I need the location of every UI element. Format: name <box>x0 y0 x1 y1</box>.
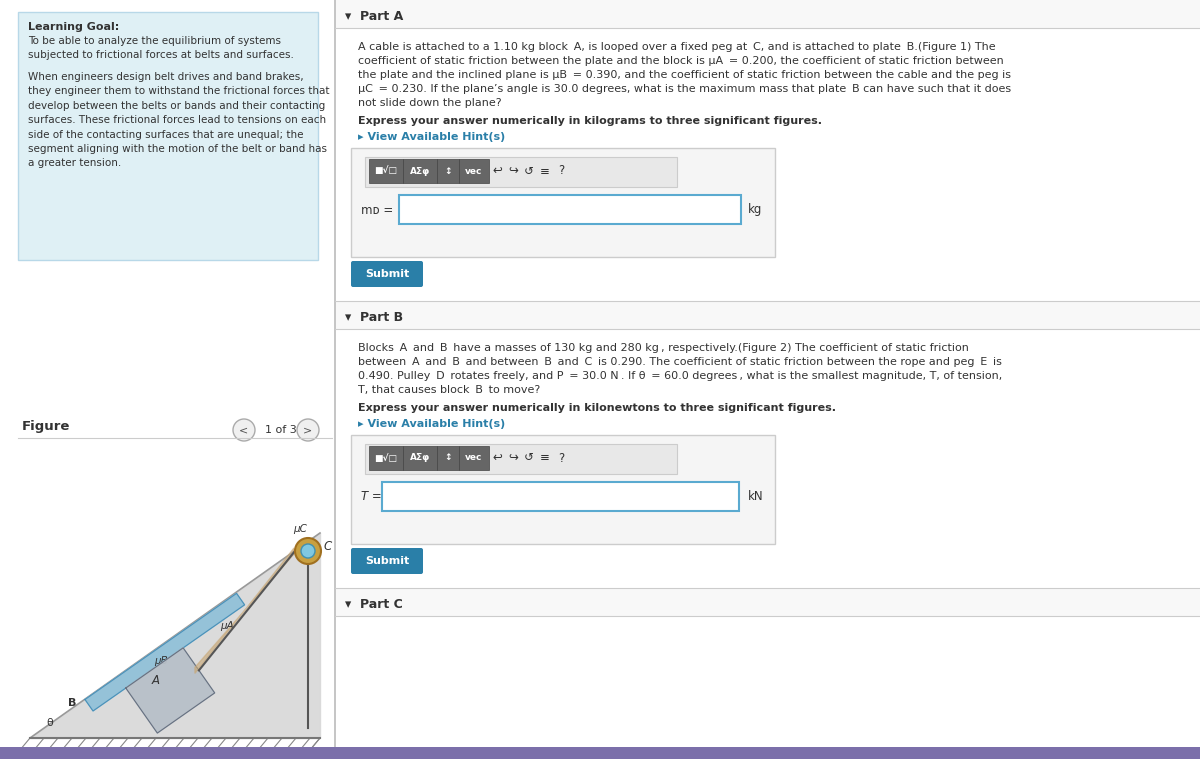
Text: kN: kN <box>748 490 763 503</box>
Text: A: A <box>151 674 160 687</box>
Text: ≡: ≡ <box>540 165 550 178</box>
Text: To be able to analyze the equilibrium of systems
subjected to frictional forces : To be able to analyze the equilibrium of… <box>28 36 294 61</box>
FancyBboxPatch shape <box>335 588 1200 616</box>
Text: 0.490. Pulley  D  rotates freely, and P  = 30.0 N . If θ  = 60.0 degrees , what : 0.490. Pulley D rotates freely, and P = … <box>358 371 1002 381</box>
Text: T, that causes block  B  to move?: T, that causes block B to move? <box>358 385 540 395</box>
Text: between  A  and  B  and between  B  and  C  is 0.290. The coefficient of static : between A and B and between B and C is 0… <box>358 357 1002 367</box>
FancyBboxPatch shape <box>0 747 1200 759</box>
Text: Express your answer numerically in kilograms to three significant figures.: Express your answer numerically in kilog… <box>358 116 822 126</box>
Text: ↺: ↺ <box>524 165 534 178</box>
FancyBboxPatch shape <box>352 261 424 287</box>
Circle shape <box>301 544 314 558</box>
Polygon shape <box>85 594 245 711</box>
FancyBboxPatch shape <box>18 12 318 260</box>
Text: kg: kg <box>748 203 762 216</box>
Text: coefficient of static friction between the plate and the block is μA  = 0.200, t: coefficient of static friction between t… <box>358 56 1003 66</box>
FancyBboxPatch shape <box>458 446 490 470</box>
Text: When engineers design belt drives and band brakes,
they engineer them to withsta: When engineers design belt drives and ba… <box>28 72 330 168</box>
Text: Blocks  A  and  B  have a masses of 130 kg and 280 kg , respectively.(Figure 2) : Blocks A and B have a masses of 130 kg a… <box>358 343 968 353</box>
Text: AΣφ: AΣφ <box>410 453 430 462</box>
Text: ▾  Part A: ▾ Part A <box>346 10 403 23</box>
Text: ?: ? <box>558 452 564 465</box>
Text: Learning Goal:: Learning Goal: <box>28 22 119 32</box>
FancyBboxPatch shape <box>335 0 1200 28</box>
Circle shape <box>295 538 322 564</box>
Text: >: > <box>304 425 313 435</box>
Text: vec: vec <box>466 453 482 462</box>
FancyBboxPatch shape <box>437 446 458 470</box>
Text: the plate and the inclined plane is μB  = 0.390, and the coefficient of static f: the plate and the inclined plane is μB =… <box>358 70 1010 80</box>
Text: ↕: ↕ <box>444 166 451 175</box>
Text: μB: μB <box>154 657 168 666</box>
FancyBboxPatch shape <box>403 159 437 183</box>
FancyBboxPatch shape <box>352 435 775 544</box>
Circle shape <box>233 419 256 441</box>
Polygon shape <box>30 533 320 738</box>
FancyBboxPatch shape <box>365 444 677 474</box>
Text: B: B <box>68 698 77 708</box>
Text: ↕: ↕ <box>444 453 451 462</box>
Text: ↪: ↪ <box>508 452 518 465</box>
Text: ■√□: ■√□ <box>374 453 397 462</box>
FancyBboxPatch shape <box>352 148 775 257</box>
Text: not slide down the plane?: not slide down the plane? <box>358 98 502 108</box>
Circle shape <box>298 419 319 441</box>
FancyBboxPatch shape <box>370 446 403 470</box>
Text: μC: μC <box>293 524 307 534</box>
FancyBboxPatch shape <box>403 446 437 470</box>
Text: A cable is attached to a 1.10 kg block  A, is looped over a fixed peg at  C, and: A cable is attached to a 1.10 kg block A… <box>358 42 996 52</box>
Text: C: C <box>323 540 331 553</box>
Text: 1 of 3: 1 of 3 <box>265 425 296 435</box>
Text: ?: ? <box>558 165 564 178</box>
Text: ▾  Part C: ▾ Part C <box>346 598 403 611</box>
Text: T =: T = <box>361 490 382 503</box>
Text: vec: vec <box>466 166 482 175</box>
Text: ↪: ↪ <box>508 165 518 178</box>
Text: μA: μA <box>220 621 234 631</box>
Text: ▸ View Available Hint(s): ▸ View Available Hint(s) <box>358 132 505 142</box>
Polygon shape <box>194 548 294 673</box>
Text: AΣφ: AΣφ <box>410 166 430 175</box>
Text: Figure: Figure <box>22 420 71 433</box>
Text: Submit: Submit <box>365 269 409 279</box>
Text: <: < <box>239 425 248 435</box>
Polygon shape <box>126 648 215 733</box>
Text: ■√□: ■√□ <box>374 166 397 175</box>
FancyBboxPatch shape <box>365 157 677 187</box>
FancyBboxPatch shape <box>458 159 490 183</box>
Text: Express your answer numerically in kilonewtons to three significant figures.: Express your answer numerically in kilon… <box>358 403 836 413</box>
Text: μC  = 0.230. If the plane’s angle is 30.0 degrees, what is the maximum mass that: μC = 0.230. If the plane’s angle is 30.0… <box>358 84 1012 94</box>
Text: ↩: ↩ <box>492 452 502 465</box>
Text: mᴅ =: mᴅ = <box>361 203 394 216</box>
FancyBboxPatch shape <box>370 159 403 183</box>
FancyBboxPatch shape <box>437 159 458 183</box>
Text: θ: θ <box>46 718 53 728</box>
Text: ▸ View Available Hint(s): ▸ View Available Hint(s) <box>358 419 505 429</box>
Text: Submit: Submit <box>365 556 409 566</box>
Text: ↩: ↩ <box>492 165 502 178</box>
Text: ▾  Part B: ▾ Part B <box>346 311 403 324</box>
Text: ≡: ≡ <box>540 452 550 465</box>
FancyBboxPatch shape <box>335 301 1200 329</box>
FancyBboxPatch shape <box>382 482 739 511</box>
Text: ↺: ↺ <box>524 452 534 465</box>
FancyBboxPatch shape <box>398 195 742 224</box>
FancyBboxPatch shape <box>352 548 424 574</box>
